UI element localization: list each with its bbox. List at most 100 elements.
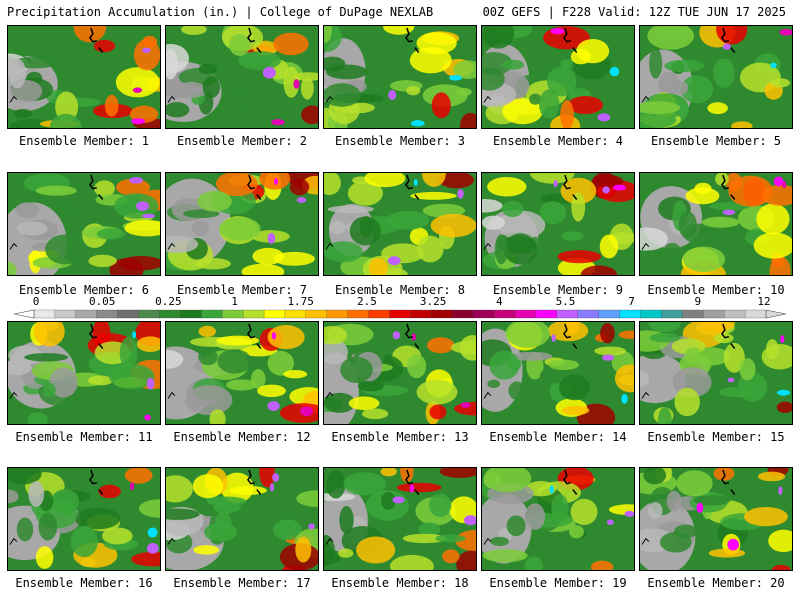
precip-contour-blob	[380, 468, 397, 477]
ensemble-member-label: Ensemble Member: 7	[176, 283, 308, 297]
precip-contour-blob	[33, 322, 65, 347]
precip-max-core	[273, 178, 278, 185]
colorbar-segment	[661, 309, 683, 319]
precip-contour-blob	[455, 87, 472, 97]
colorbar-segment	[33, 309, 56, 319]
precip-contour-blob	[648, 502, 663, 519]
precip-contour-blob	[116, 178, 151, 196]
precip-contour-blob	[547, 322, 589, 342]
ensemble-member-label: Ensemble Member: 17	[173, 576, 311, 590]
coastline-outline	[404, 174, 420, 200]
colorbar-segment	[138, 309, 161, 319]
precip-contour-blob	[460, 112, 476, 128]
precip-contour-blob	[70, 525, 99, 558]
precip-contour-blob	[439, 468, 476, 478]
precip-contour-blob	[402, 533, 447, 544]
precip-max-core	[779, 29, 792, 36]
precip-contour-blob	[548, 359, 580, 371]
precip-contour-blob	[510, 351, 553, 361]
precip-contour-blob	[338, 548, 354, 558]
precip-contour-blob	[104, 94, 119, 117]
colorbar-segment	[473, 309, 495, 319]
colorbar-tick-label: 7	[628, 295, 635, 308]
precip-contour-blob	[483, 468, 532, 493]
precip-max-core	[132, 331, 137, 339]
precip-contour-blob	[138, 499, 160, 518]
precip-contour-blob	[766, 339, 779, 360]
precip-contour-blob	[640, 371, 650, 387]
precip-contour-blob	[324, 339, 349, 365]
ensemble-member-label: Ensemble Member: 16	[15, 576, 153, 590]
ensemble-member-map	[7, 467, 161, 571]
precip-contour-blob	[715, 173, 729, 186]
colorbar-segment	[368, 309, 391, 319]
precip-contour-blob	[115, 67, 160, 98]
precip-contour-blob	[418, 522, 441, 537]
precip-contour-blob	[501, 59, 525, 70]
precip-contour-blob	[225, 379, 257, 391]
precip-contour-blob	[557, 250, 602, 264]
precip-contour-blob	[768, 529, 792, 553]
coastline-outline	[246, 323, 262, 349]
precip-contour-blob	[525, 503, 546, 530]
precip-max-core	[553, 180, 558, 188]
precip-contour-blob	[453, 401, 476, 416]
precip-contour-blob	[386, 210, 430, 230]
precip-contour-blob	[124, 468, 153, 484]
colorbar-tick-label: 5.5	[555, 295, 576, 308]
precip-contour-blob	[708, 548, 746, 558]
colorbar-segment	[96, 309, 119, 319]
precip-contour-blob	[431, 92, 451, 119]
ensemble-member-map	[7, 25, 161, 129]
colorbar-segment	[410, 309, 432, 319]
precip-contour-blob	[400, 468, 414, 483]
precip-contour-blob	[430, 213, 476, 238]
ensemble-member-map	[639, 172, 793, 276]
colorbar-segment	[75, 309, 98, 319]
colorbar-segment	[598, 309, 621, 319]
precip-contour-blob	[561, 405, 590, 416]
colorbar-segment	[535, 309, 558, 319]
ensemble-member-label: Ensemble Member: 1	[18, 134, 150, 148]
precip-contour-blob	[684, 347, 702, 365]
precip-contour-blob	[292, 72, 318, 81]
precip-contour-blob	[229, 33, 251, 56]
coastline-outline	[88, 469, 104, 495]
precip-contour-blob	[329, 220, 346, 235]
precip-contour-blob	[198, 348, 218, 366]
precip-contour-blob	[343, 472, 386, 496]
precip-contour-blob	[204, 522, 238, 542]
precip-contour-blob	[753, 232, 792, 259]
ensemble-member-label: Ensemble Member: 4	[492, 134, 624, 148]
precip-contour-blob	[195, 258, 231, 270]
precip-max-core	[773, 176, 784, 187]
precip-contour-blob	[273, 251, 315, 266]
colorbar-tick-label: 12	[757, 295, 771, 308]
precip-contour-blob	[580, 265, 618, 275]
precip-contour-blob	[349, 216, 381, 246]
precip-contour-blob	[49, 367, 78, 398]
colorbar-segment	[117, 309, 140, 319]
precip-contour-blob	[678, 211, 697, 239]
precip-contour-blob	[193, 545, 220, 555]
precip-contour-blob	[8, 468, 42, 485]
precip-max-core	[267, 232, 276, 244]
precip-contour-blob	[501, 201, 524, 217]
precip-max-core	[624, 510, 634, 517]
precip-contour-blob	[98, 484, 121, 499]
precip-contour-blob	[327, 205, 375, 214]
precip-contour-blob	[482, 549, 528, 563]
ensemble-member-label: Ensemble Member: 3	[334, 134, 466, 148]
ensemble-member-label: Ensemble Member: 9	[492, 283, 624, 297]
colorbar-tick-label: 0	[32, 295, 40, 308]
precip-contour-blob	[13, 108, 33, 119]
precip-max-core	[146, 543, 159, 554]
precip-contour-blob	[482, 215, 505, 230]
coastline-outline	[9, 391, 18, 399]
colorbar-tick-label: 4	[495, 295, 503, 308]
colorbar-segment	[556, 309, 579, 319]
precip-contour-blob	[49, 113, 82, 128]
precip-max-core	[463, 515, 476, 526]
ensemble-member-map	[481, 25, 635, 129]
precip-contour-blob	[324, 552, 341, 564]
